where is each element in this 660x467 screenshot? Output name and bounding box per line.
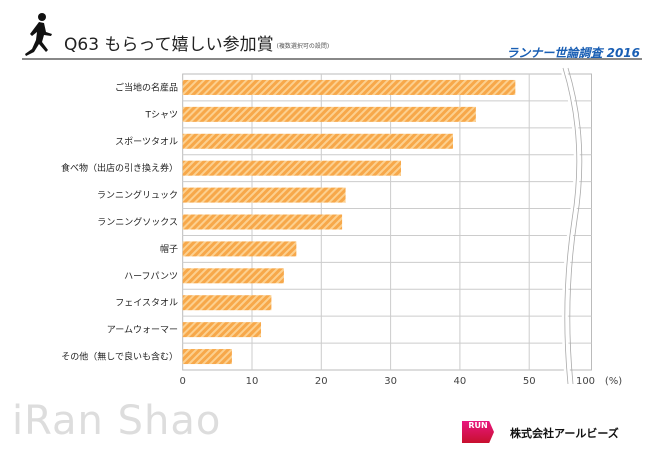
x-tick-label: 10 xyxy=(246,376,259,387)
bar xyxy=(182,241,297,257)
bar xyxy=(182,106,476,122)
survey-name: ランナー世論調査 2016 xyxy=(506,46,640,60)
watermark: iRan Shao xyxy=(12,398,222,444)
header-divider xyxy=(22,58,642,60)
category-label: その他（無しで良いも含む） xyxy=(61,351,178,363)
category-label: Tシャツ xyxy=(145,110,179,120)
bar xyxy=(182,187,346,203)
title-text: Q63 もらって嬉しい参加賞 xyxy=(64,35,274,55)
axis-break-line xyxy=(567,67,583,385)
bar xyxy=(182,214,343,230)
x-tick-label: 30 xyxy=(384,376,397,387)
category-label: ハーフパンツ xyxy=(124,271,178,282)
category-label: ランニングソックス xyxy=(97,216,178,228)
axis-break-line xyxy=(562,67,578,385)
x-tick-label: 50 xyxy=(523,376,536,387)
category-label: アームウォーマー xyxy=(107,325,178,336)
category-label: スポーツタオル xyxy=(115,136,178,147)
bar xyxy=(182,295,272,311)
category-label: フェイスタオル xyxy=(115,298,178,309)
page-title: Q63 もらって嬉しい参加賞 (複数選択可の設問) xyxy=(64,30,329,55)
category-label: ご当地の名産品 xyxy=(115,81,178,93)
bar xyxy=(182,160,401,176)
category-label: ランニングリュック xyxy=(97,189,178,201)
company-name: 株式会社アールビーズ xyxy=(510,427,619,440)
bar xyxy=(182,133,453,149)
bar xyxy=(182,79,516,95)
category-label: 食べ物（出店の引き換え券） xyxy=(61,162,178,174)
bar xyxy=(182,268,284,284)
category-label: 帽子 xyxy=(160,243,178,255)
bar xyxy=(182,322,262,338)
x-unit-label: (%) xyxy=(605,376,622,387)
subtitle: (複数選択可の設問) xyxy=(276,42,330,50)
x-tick-label: 100 xyxy=(576,376,595,387)
runner-icon xyxy=(25,13,52,56)
x-tick-label: 40 xyxy=(454,376,467,387)
bar xyxy=(182,349,232,365)
x-tick-label: 20 xyxy=(315,376,328,387)
x-tick-label: 0 xyxy=(180,376,186,387)
run-logo: RUN xyxy=(462,421,494,443)
